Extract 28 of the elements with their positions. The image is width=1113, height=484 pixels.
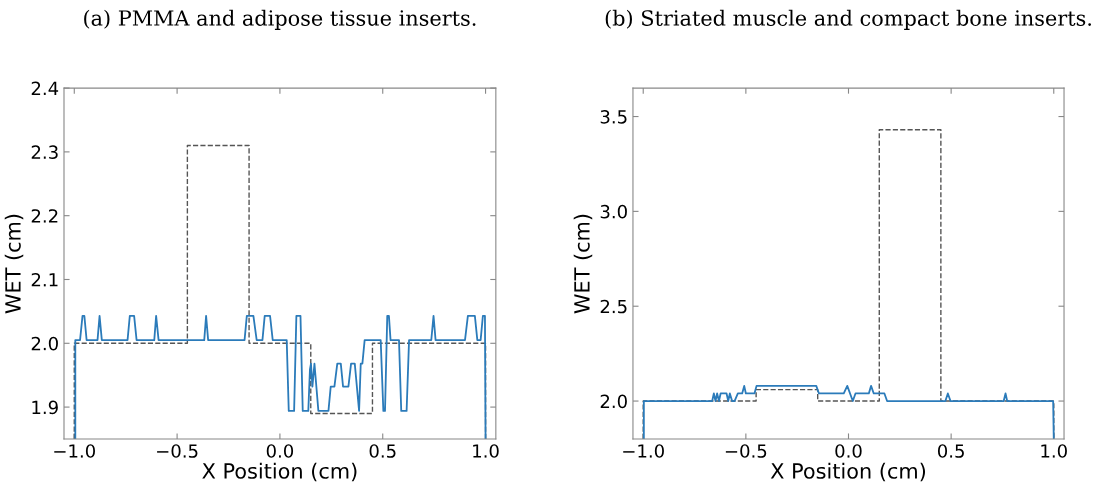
y-tick-label: 1.9 — [32, 400, 58, 415]
y-tick-label: 2.4 — [31, 81, 59, 95]
y-tick-label: 2.1 — [31, 272, 58, 287]
line-series — [74, 314, 487, 439]
x-tick-label: 1.0 — [1041, 444, 1067, 458]
y-tick-label: 3.0 — [600, 204, 627, 219]
chart-title: (b) Striated muscle and compact bone inserts. — [605, 9, 1091, 30]
x-tick-label: 0.5 — [369, 444, 396, 458]
x-tick-label: 0.0 — [835, 444, 862, 458]
x-tick-label: −1.0 — [623, 444, 664, 458]
x-axis-title: X Position (cm) — [202, 462, 357, 482]
y-tick-label: 2.0 — [600, 394, 627, 409]
line-series — [642, 384, 1055, 439]
y-tick-label: 2.2 — [31, 209, 58, 223]
x-tick-label: 1.0 — [473, 444, 499, 458]
x-tick-label: −0.5 — [725, 444, 767, 458]
x-tick-label: −0.5 — [157, 444, 198, 458]
x-tick-label: −1.0 — [54, 444, 95, 458]
y-tick-label: 2.0 — [31, 336, 58, 351]
y-axis-title: WET (cm) — [573, 214, 593, 314]
y-tick-label: 3.5 — [600, 110, 627, 124]
x-axis-title: X Position (cm) — [770, 462, 926, 482]
x-tick-label: 0.5 — [937, 444, 964, 458]
y-tick-label: 2.5 — [600, 299, 627, 314]
y-tick-label: 2.3 — [31, 145, 58, 159]
y-axis-title: WET (cm) — [4, 214, 24, 314]
chart-title: (a) PMMA and adipose tissue inserts. — [84, 9, 476, 30]
x-tick-label: 0.0 — [266, 444, 294, 458]
